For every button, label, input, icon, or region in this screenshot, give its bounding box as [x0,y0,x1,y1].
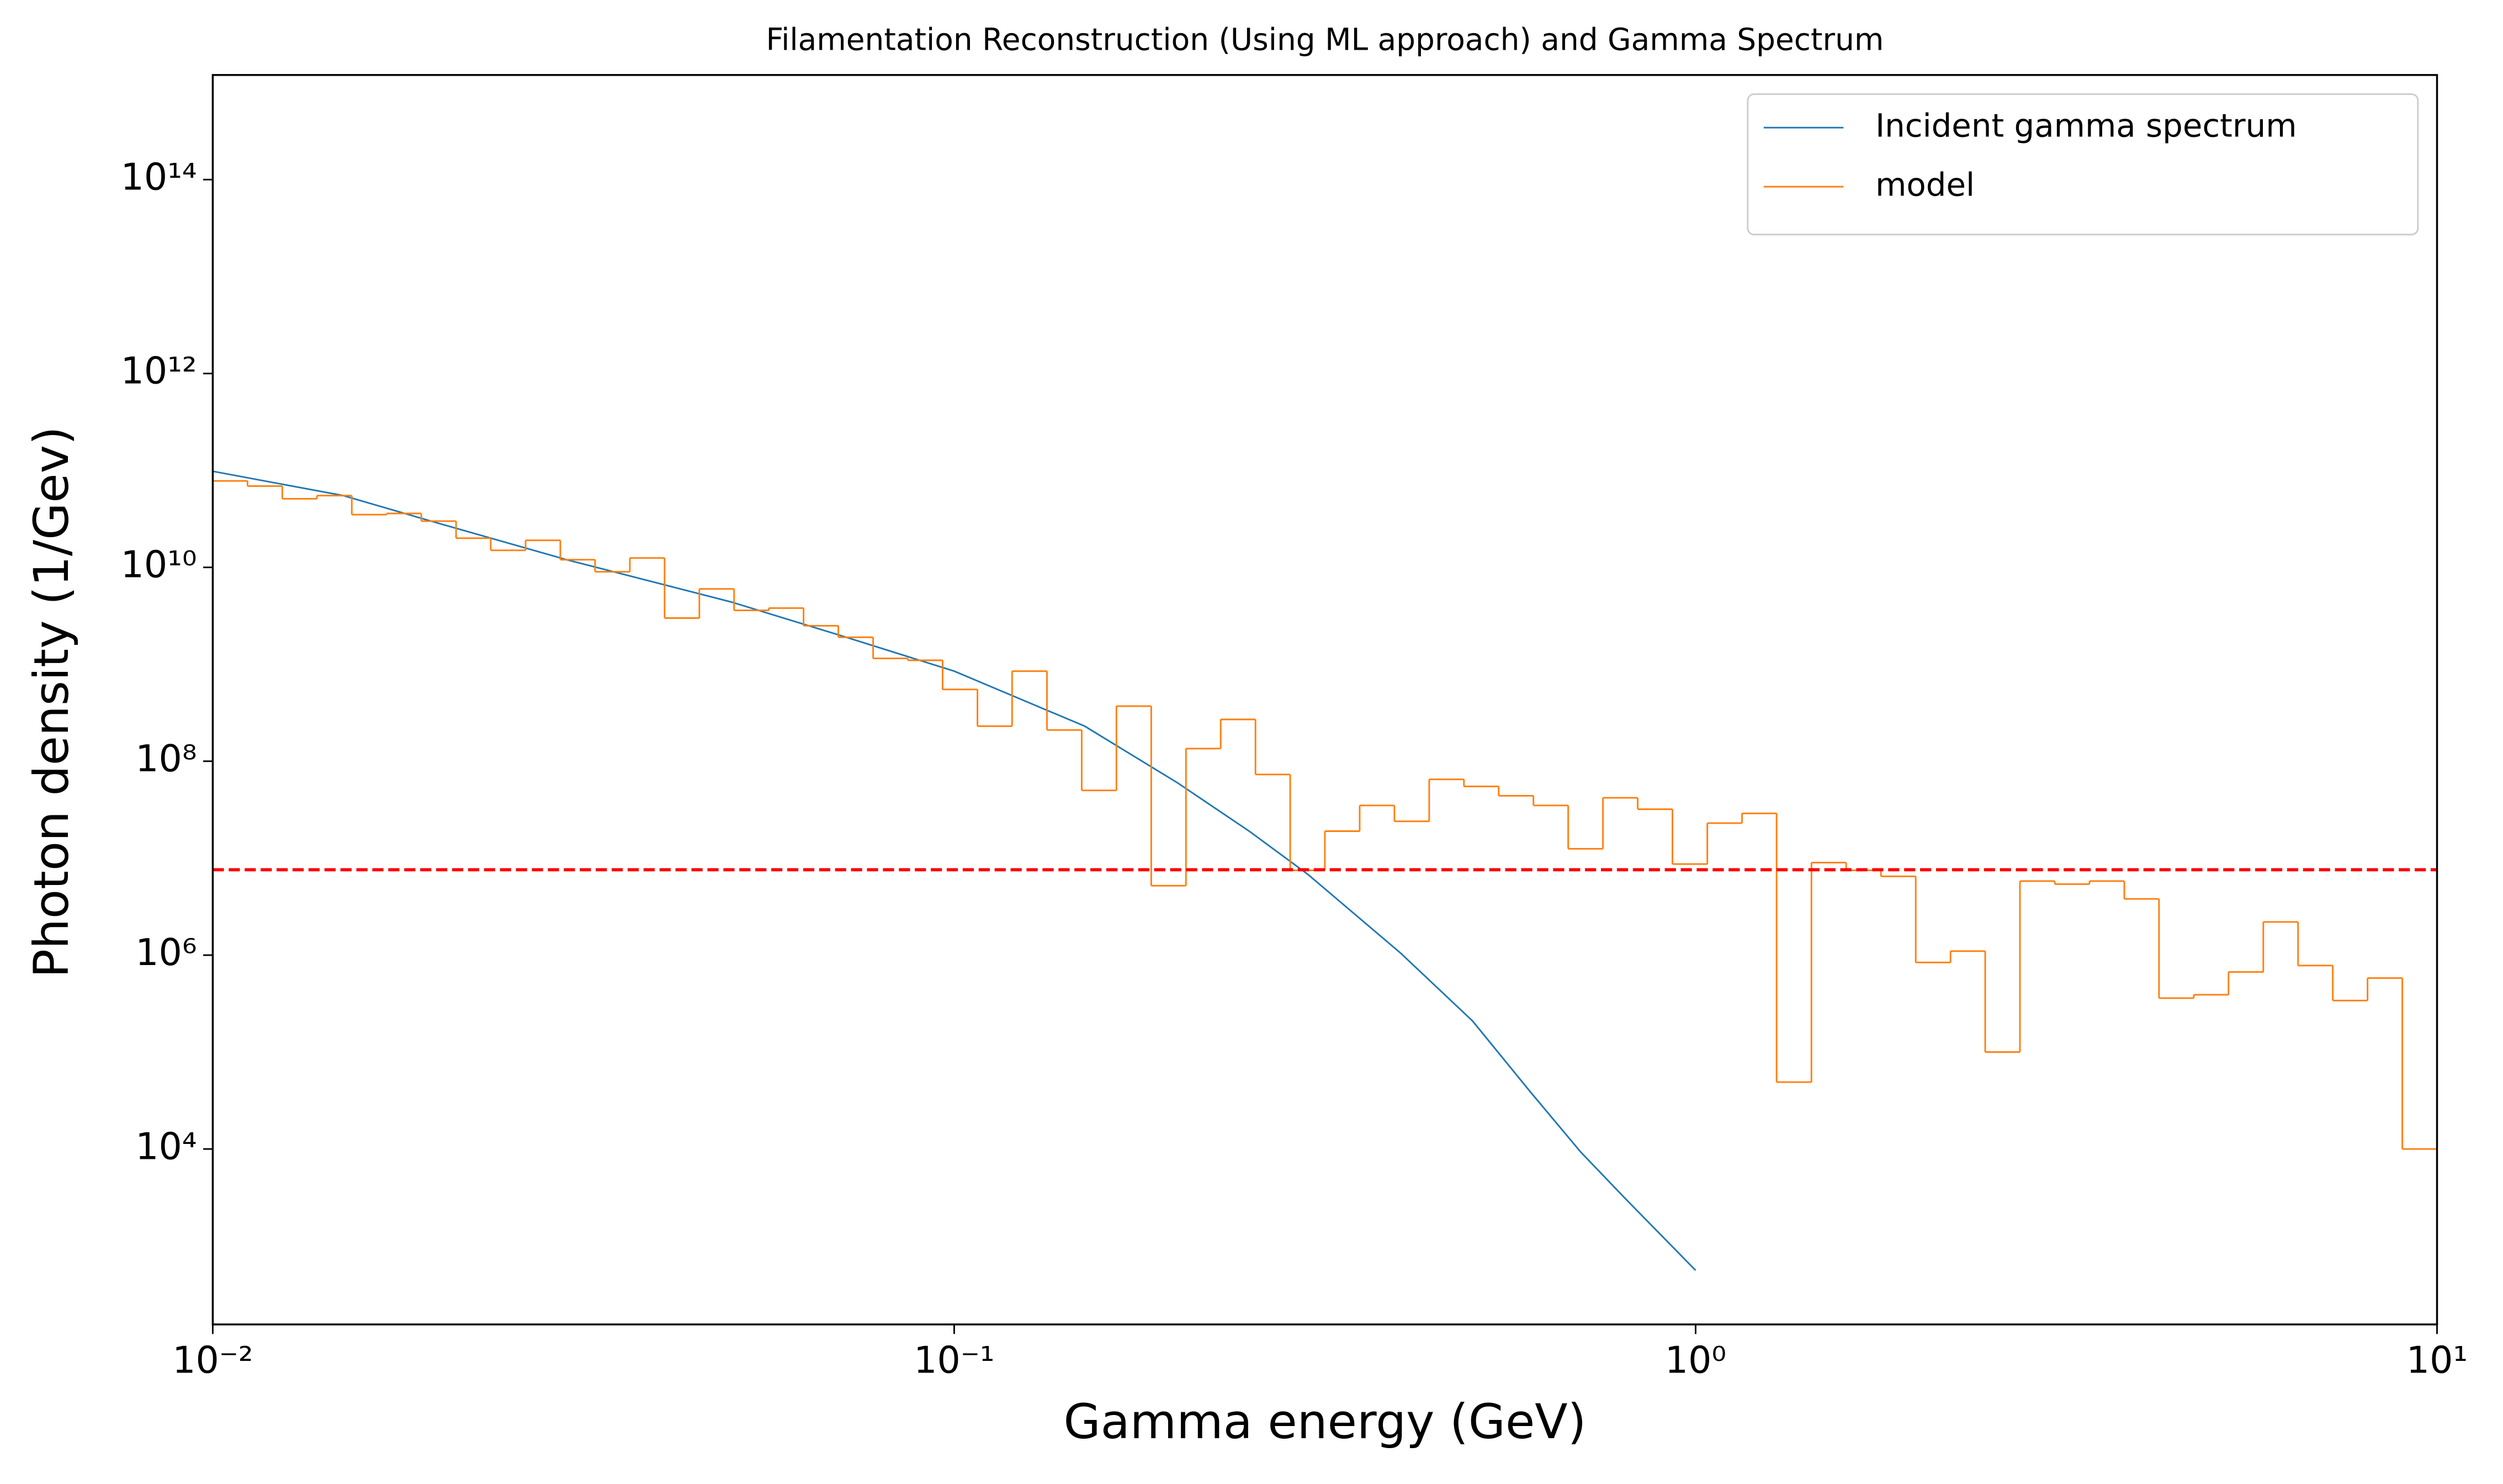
legend: Incident gamma spectrum model [1747,93,2419,236]
chart-title: Filamentation Reconstruction (Using ML a… [766,22,1884,57]
y-tick-label: 10⁶ [135,931,197,974]
x-tick-label: 10¹ [2406,1338,2468,1381]
plot-area [213,470,2437,1271]
y-axis-label: Photon density (1/Gev) [24,426,79,978]
legend-label: Incident gamma spectrum [1875,107,2297,144]
axes-frame [211,74,2438,1326]
x-tick-label: 10⁰ [1665,1338,1726,1381]
line-series [213,470,1696,1271]
x-tick-label: 10⁻¹ [914,1338,994,1381]
y-tick-label: 10¹⁰ [121,543,197,586]
legend-box [1747,93,2419,236]
y-tick-label: 10¹² [121,349,197,393]
y-tick-label: 10⁴ [135,1125,197,1168]
x-tick-label: 10⁻² [172,1338,253,1381]
legend-label: model [1875,166,1975,203]
y-tick-label: 10⁸ [135,737,197,780]
y-tick-label: 10¹⁴ [121,155,197,198]
x-axis-label: Gamma energy (GeV) [1063,1395,1586,1450]
